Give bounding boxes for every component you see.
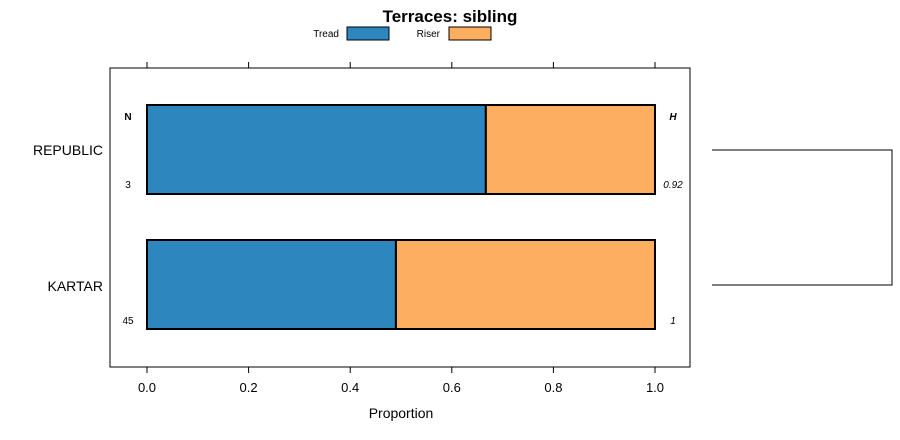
legend-label-riser: Riser [417,29,441,40]
h-value-republic: 0.92 [663,180,683,191]
chart-title: Terraces: sibling [383,7,518,26]
x-tick-label-0: 0.0 [138,380,156,395]
x-axis-label: Proportion [369,405,434,421]
legend-swatch-riser [448,26,492,41]
h-header: H [669,112,677,123]
x-tick-label-5: 1.0 [646,380,664,395]
x-axis: 0.0 0.2 0.4 0.6 0.8 1.0 [138,62,664,395]
category-label-republic: REPUBLIC [33,142,103,158]
legend: Tread Riser [313,26,492,41]
bar-kartar-tread [146,239,397,330]
n-value-kartar: 45 [122,316,134,327]
h-value-kartar: 1 [670,316,676,327]
dendrogram [712,149,893,286]
x-tick-label-1: 0.2 [240,380,258,395]
bar-republic-riser [484,104,656,195]
n-value-republic: 3 [125,180,131,191]
bars [146,104,656,330]
x-tick-label-2: 0.4 [341,380,359,395]
plot-panel [109,67,691,368]
legend-swatch-tread [346,26,390,41]
n-header: N [124,112,131,123]
category-label-kartar: KARTAR [48,278,104,294]
x-tick-label-3: 0.6 [443,380,461,395]
x-tick-label-4: 0.8 [544,380,562,395]
legend-label-tread: Tread [313,29,339,40]
bar-republic-tread [146,104,487,195]
bar-kartar-riser [394,239,656,330]
